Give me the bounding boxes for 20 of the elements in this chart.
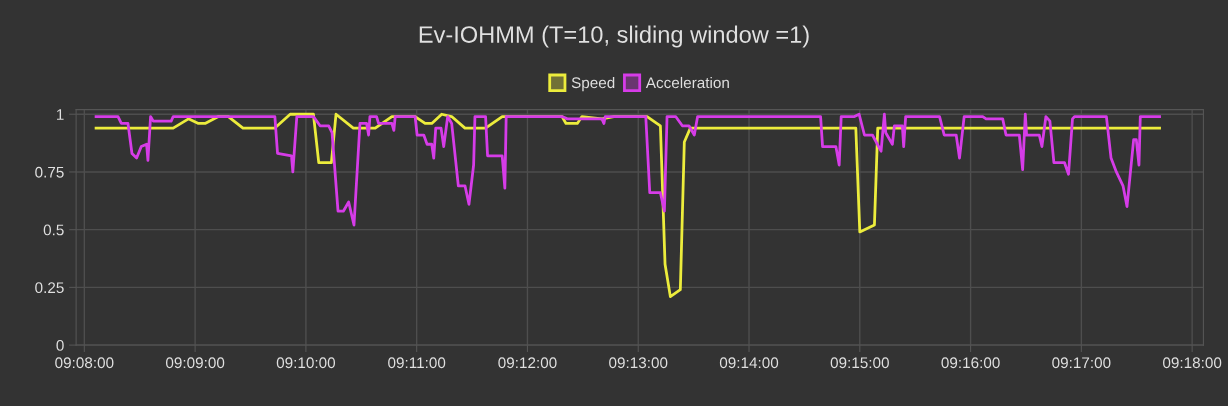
line-series: [94, 112, 1161, 227]
y-tick-label: 0.25: [35, 282, 64, 294]
x-tick-label: 09:18:00: [1163, 357, 1222, 369]
legend-label: Acceleration: [645, 76, 729, 89]
y-tick-label: 0.5: [43, 224, 64, 236]
x-tick-label: 09:10:00: [276, 357, 336, 369]
x-tick-label: 09:14:00: [719, 357, 779, 369]
x-tick-label: 09:08:00: [55, 357, 114, 369]
x-tick-label: 09:11:00: [388, 357, 446, 369]
x-tick-label: 09:16:00: [941, 357, 1000, 369]
y-tick-label: 0.75: [35, 166, 64, 178]
x-tick-label: 09:09:00: [165, 357, 225, 369]
x-tick-label: 09:17:00: [1052, 357, 1111, 369]
legend-label: Speed: [571, 76, 615, 92]
y-tick-label: 0: [56, 339, 64, 351]
y-tick-label: 1: [57, 109, 64, 120]
x-tick-label: 09:15:00: [830, 357, 889, 369]
x-tick-label: 09:13:00: [609, 357, 668, 369]
x-tick-label: 09:12:00: [498, 357, 557, 369]
chart-title: Ev-IOHMM (T=10, sliding window =1): [419, 25, 809, 48]
